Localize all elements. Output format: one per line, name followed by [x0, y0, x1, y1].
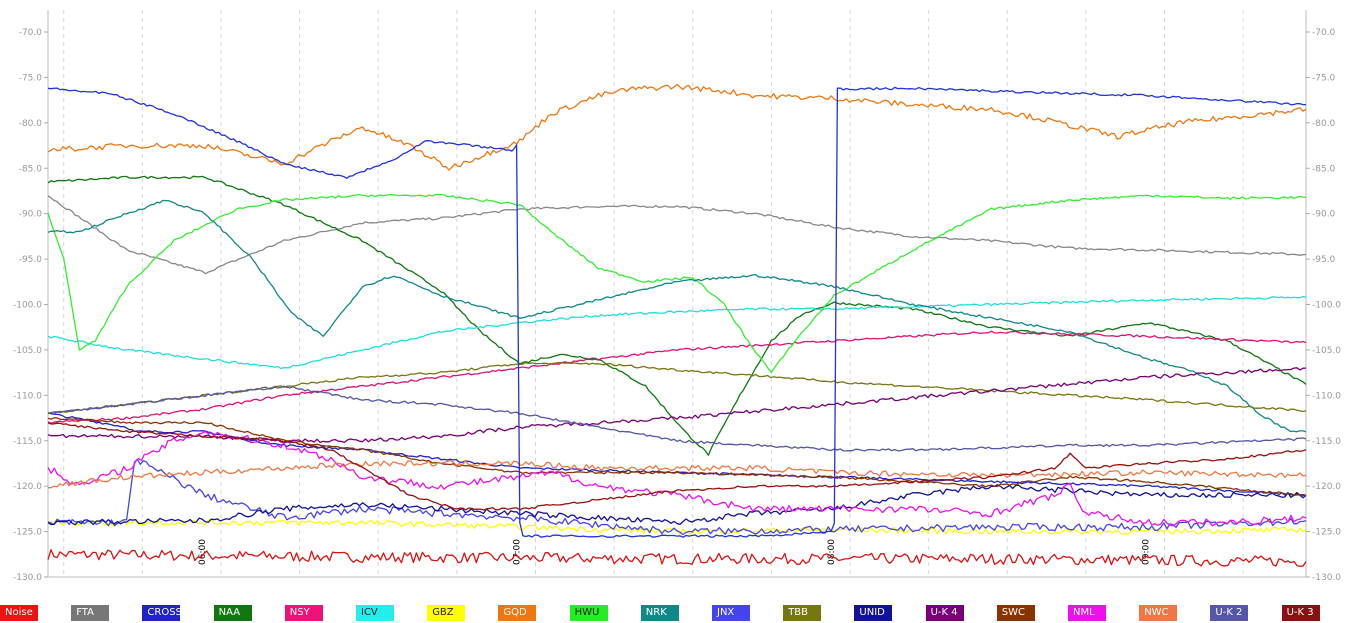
legend-swatch-label: NAA	[213, 605, 252, 621]
y-tick-label: -80.0	[19, 119, 43, 129]
right-y-axis: -70.0 -75.0 -80.0 -85.0 -90.0 -95.0 -100.0 -105…	[1306, 28, 1341, 583]
y-tick-label-right: -80.0	[1312, 119, 1336, 129]
y-tick-label: -95.0	[19, 255, 43, 265]
y-tick-label: -105.0	[13, 346, 42, 356]
legend-item-icv[interactable]: ICV	[356, 605, 420, 622]
series-line-unid	[47, 484, 1307, 526]
y-tick-label: -120.0	[13, 482, 42, 492]
legend-item-fta[interactable]: FTA	[71, 605, 135, 622]
legend-swatch-label: UNID	[854, 605, 893, 621]
y-tick-label-right: -120.0	[1312, 482, 1341, 492]
series-line-cross	[47, 412, 1307, 496]
legend-item-jnx[interactable]: JNX	[712, 605, 776, 622]
legend-item-nsy[interactable]: NSY	[284, 605, 349, 622]
y-tick-label: -75.0	[19, 73, 43, 83]
legend-item-gbz[interactable]: GBZ	[427, 605, 491, 622]
legend-item-nml[interactable]: NML	[1068, 605, 1132, 622]
series-line-u-k-2	[47, 385, 1307, 452]
y-tick-label: -110.0	[13, 391, 42, 401]
legend-item-unid[interactable]: UNID	[854, 605, 918, 622]
legend-swatch-label: NSY	[284, 605, 323, 621]
legend-swatch-label: FTA	[71, 605, 110, 621]
legend-swatch-label: NRK	[640, 605, 679, 621]
y-tick-label-right: -115.0	[1312, 437, 1341, 447]
legend-item-swc[interactable]: SWC	[996, 605, 1061, 622]
legend-swatch-label: CROSS	[142, 605, 181, 621]
legend-swatch-label: GBZ	[427, 605, 466, 621]
series-line-nwc	[48, 460, 1307, 489]
legend-item-tbb[interactable]: TBB	[783, 605, 847, 622]
y-tick-label-right: -85.0	[1312, 164, 1336, 174]
legend-item-noise[interactable]: Noise	[0, 605, 64, 622]
legend-swatch-label: ICV	[356, 605, 394, 621]
legend-item-gqd[interactable]: GQD	[498, 605, 562, 622]
y-tick-label-right: -75.0	[1312, 73, 1336, 83]
legend-swatch-label: JNX	[712, 605, 750, 621]
y-tick-label-right: -70.0	[1312, 28, 1336, 38]
series-line-naa	[47, 175, 1307, 456]
series-line-nml	[47, 430, 1307, 527]
series-line-u-k-4	[47, 367, 1307, 444]
y-tick-label-right: -125.0	[1312, 528, 1341, 538]
series-line-gqd	[47, 83, 1307, 171]
y-tick-label-right: -95.0	[1312, 255, 1336, 265]
series-lines	[47, 83, 1307, 567]
series-line-nsy	[47, 330, 1307, 424]
time-tick-label: 06:00	[198, 539, 208, 565]
legend-swatch-label: GQD	[498, 605, 537, 621]
y-tick-label-right: -90.0	[1312, 210, 1336, 220]
legend-item-hwu[interactable]: HWU	[569, 605, 634, 622]
legend-item-u-k-3[interactable]: U-K 3	[1281, 605, 1346, 622]
legend-swatch-label: SWC	[996, 605, 1035, 621]
series-line-tbb	[47, 361, 1307, 414]
y-tick-label: -70.0	[19, 28, 43, 38]
y-tick-label-right: -110.0	[1312, 391, 1341, 401]
legend-swatch-label: NML	[1068, 605, 1106, 621]
time-axis-labels: 06:00 07:00 08:00 09:00	[198, 539, 1152, 565]
series-line-cross	[47, 86, 1307, 538]
series-line-u-k-3	[47, 422, 1307, 511]
legend-item-nrk[interactable]: NRK	[640, 605, 705, 622]
time-tick-label: 07:00	[512, 539, 522, 565]
legend-swatch-label: U-K 4	[925, 605, 964, 621]
series-line-noise	[47, 549, 1307, 567]
y-tick-label-right: -130.0	[1312, 573, 1341, 583]
legend-item-u-k-4[interactable]: U-K 4	[925, 605, 990, 622]
legend-swatch-label: HWU	[569, 605, 608, 621]
series-line-icv	[47, 295, 1307, 370]
chart-legend: Noise FTA CROSS NAA NSY ICV GBZ GQD HWU NRK JNX TBB…	[0, 605, 1354, 623]
y-tick-label: -125.0	[13, 528, 42, 538]
series-line-jnx	[47, 458, 1307, 536]
series-line-swc	[47, 417, 1307, 497]
legend-swatch-label: U-K 2	[1210, 605, 1249, 621]
legend-item-nwc[interactable]: NWC	[1139, 605, 1203, 622]
y-tick-label-right: -100.0	[1312, 301, 1341, 311]
series-line-nrk	[47, 199, 1307, 433]
time-tick-label: 08:00	[827, 539, 837, 565]
legend-item-cross[interactable]: CROSS	[142, 605, 206, 622]
y-tick-label: -130.0	[13, 573, 42, 583]
legend-item-naa[interactable]: NAA	[213, 605, 278, 622]
legend-swatch-label: NWC	[1139, 605, 1178, 621]
series-line-hwu	[47, 193, 1307, 374]
legend-swatch-label: Noise	[0, 605, 38, 621]
y-tick-label: -85.0	[19, 164, 43, 174]
y-tick-label: -100.0	[13, 301, 42, 311]
legend-item-u-k-2[interactable]: U-K 2	[1210, 605, 1274, 622]
series-line-fta	[47, 195, 1307, 275]
time-tick-label: 09:00	[1141, 539, 1151, 565]
y-tick-label: -90.0	[19, 210, 43, 220]
legend-swatch-label: U-K 3	[1281, 605, 1320, 621]
series-line-gbz	[47, 519, 1307, 535]
y-tick-label-right: -105.0	[1312, 346, 1341, 356]
y-tick-label: -115.0	[13, 437, 42, 447]
legend-swatch-label: TBB	[783, 605, 822, 621]
left-y-axis: -70.0 -75.0 -80.0 -85.0 -90.0 -95.0 -100.0 -105…	[13, 28, 48, 583]
